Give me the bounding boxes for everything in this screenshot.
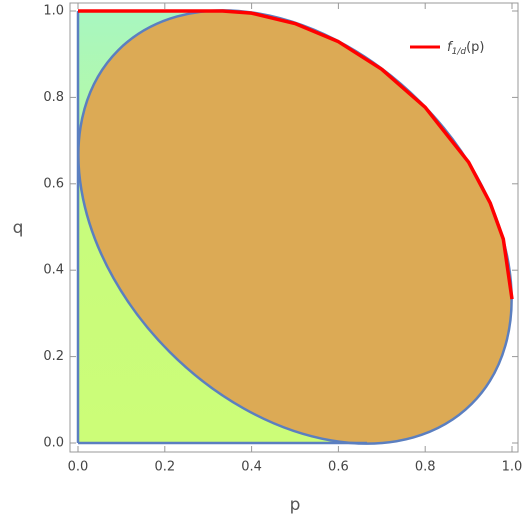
legend-sub: 1/d [452, 47, 467, 57]
y-tick-label: 1.0 [43, 4, 64, 19]
legend-label: f1/d(p) [447, 40, 484, 57]
legend-f: f [447, 40, 454, 55]
y-tick-label: 0.2 [43, 349, 64, 364]
x-tick-label: 0.6 [328, 460, 349, 475]
x-axis-label: p [290, 495, 301, 515]
plot [78, 9, 514, 300]
x-tick-label: 0.0 [68, 460, 89, 475]
y-axis-label: q [13, 218, 24, 238]
curve [78, 9, 514, 300]
y-tick-label: 0.0 [43, 436, 64, 451]
x-tick-label: 0.4 [241, 460, 262, 475]
frame [69, 2, 519, 453]
y-tick-label: 0.4 [43, 263, 64, 278]
x-tick-label: 0.2 [154, 460, 175, 475]
legend-arg: (p) [466, 40, 484, 55]
y-tick-label: 0.6 [43, 176, 64, 191]
x-tick-label: 0.8 [415, 460, 436, 475]
y-tick-label: 0.8 [43, 90, 64, 105]
x-tick-label: 1.0 [502, 460, 523, 475]
